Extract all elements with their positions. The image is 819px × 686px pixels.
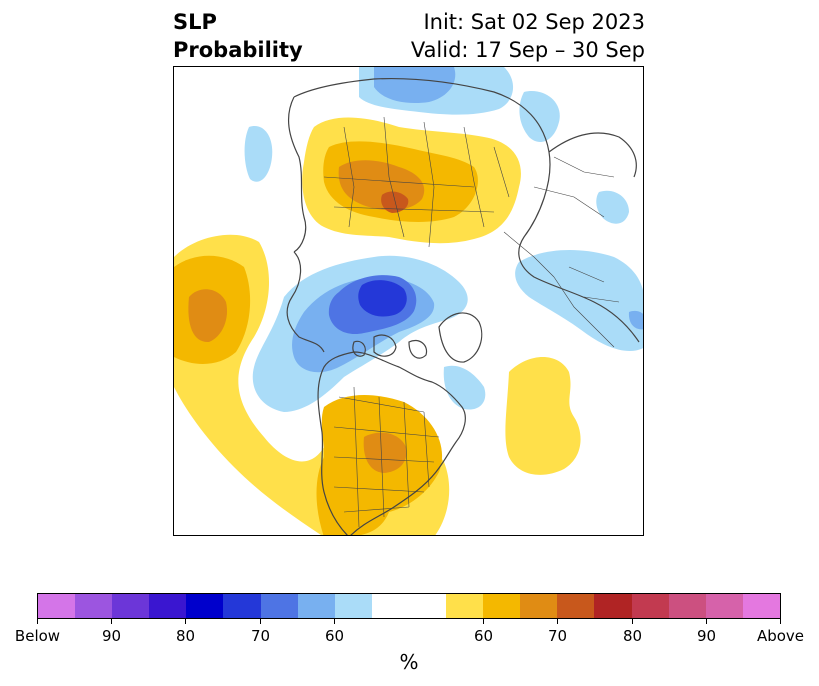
asia-east-coastline [288, 96, 307, 253]
colorbar-swatch [520, 594, 558, 618]
colorbar-swatch [260, 594, 298, 618]
eurasia-borders [323, 116, 620, 348]
eurasia-coastline [293, 77, 640, 343]
colorbar-swatch [112, 594, 150, 618]
colorbar-tick-label: 90 [696, 627, 717, 645]
colorbar-swatch [334, 594, 372, 618]
eurasia-east-below-region [519, 91, 560, 142]
colorbar-tick-label: 60 [473, 627, 494, 645]
colorbar-tick-label: 70 [547, 627, 568, 645]
arctic-islands-coastline [352, 334, 428, 359]
colorbar-swatch [223, 594, 261, 618]
arctic-below-90-region [358, 280, 407, 317]
north-america-above-80-region [363, 432, 407, 473]
europe-below-region [515, 250, 643, 351]
north-america-borders [333, 386, 440, 528]
scandinavia-below-region [596, 190, 629, 224]
colorbar-tick [334, 619, 335, 624]
colorbar-tick [557, 619, 558, 624]
colorbar-tick [37, 619, 38, 624]
colorbar-swatch [297, 594, 335, 618]
colorbar-tick [483, 619, 484, 624]
title-product: Probability [173, 38, 303, 62]
colorbar-unit-label: % [399, 650, 419, 674]
colorbar-tick [185, 619, 186, 624]
colorbar-swatch [408, 594, 447, 618]
colorbar-swatch [38, 594, 76, 618]
colorbar-swatch [742, 594, 780, 618]
colorbar-tick-label: 60 [324, 627, 345, 645]
probability-map [173, 66, 644, 536]
valid-range: Valid: 17 Sep – 30 Sep [410, 38, 645, 62]
colorbar-swatch [557, 594, 595, 618]
colorbar-tick [706, 619, 707, 624]
probability-colorbar [37, 593, 781, 619]
colorbar-tick [632, 619, 633, 624]
colorbar-tick-label: 80 [175, 627, 196, 645]
eurasia-north-below-70-region [374, 67, 456, 104]
coastlines [286, 77, 640, 535]
map-canvas [174, 67, 643, 535]
init-date: Init: Sat 02 Sep 2023 [423, 10, 645, 34]
colorbar-swatch [186, 594, 224, 618]
map-dates: Init: Sat 02 Sep 2023 Valid: 17 Sep – 30… [411, 8, 645, 64]
below-normal-regions [244, 67, 643, 412]
alaska-coastline [286, 251, 325, 353]
title-variable: SLP [173, 10, 217, 34]
colorbar-tick [260, 619, 261, 624]
colorbar-swatch [371, 594, 409, 618]
greenland-below-region [443, 365, 486, 410]
colorbar-tick-label: 80 [622, 627, 643, 645]
country-borders [323, 116, 620, 528]
colorbar-tick-label: 90 [101, 627, 122, 645]
colorbar-swatch [149, 594, 187, 618]
colorbar-tick [111, 619, 112, 624]
colorbar-tick-label: Below [14, 627, 61, 645]
colorbar-swatch [705, 594, 743, 618]
colorbar-tick-label: Above [756, 627, 805, 645]
colorbar-swatch [594, 594, 632, 618]
map-title: SLP Probability [173, 8, 303, 64]
colorbar-swatch [446, 594, 484, 618]
eurasia-above-90-region [381, 191, 409, 213]
north-america-coastline [317, 351, 466, 535]
above-normal-regions [174, 117, 581, 535]
colorbar-swatch [631, 594, 669, 618]
colorbar-tick [780, 619, 781, 624]
greenland-coastline [438, 312, 483, 363]
west-pacific-below-60-region [244, 126, 273, 182]
europe-small-below-70-region [628, 310, 643, 330]
colorbar-swatch [668, 594, 706, 618]
pacific-above-80-region [188, 289, 228, 343]
colorbar-tick-label: 70 [250, 627, 271, 645]
atlantic-above-60-region [505, 357, 581, 475]
colorbar-swatch [75, 594, 113, 618]
colorbar-swatch [483, 594, 521, 618]
